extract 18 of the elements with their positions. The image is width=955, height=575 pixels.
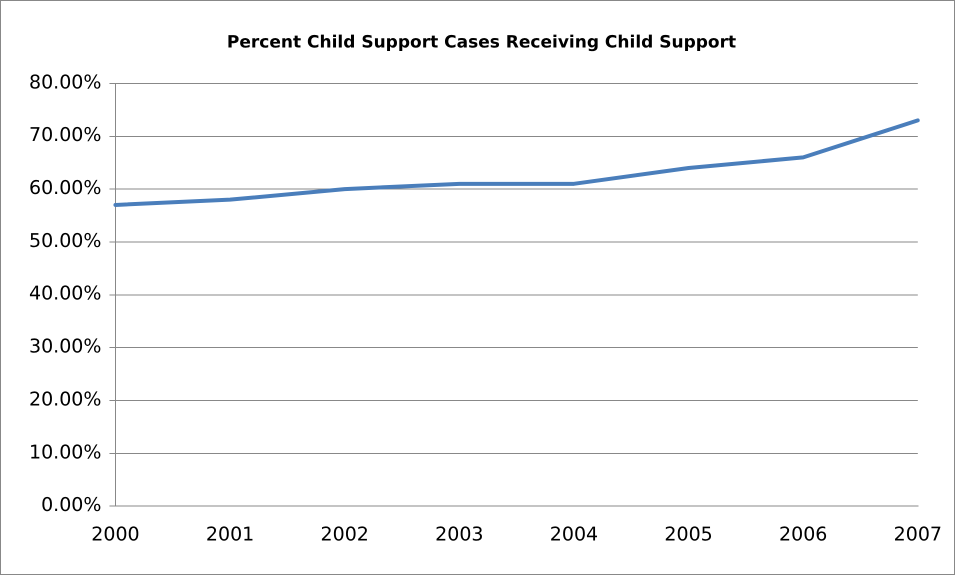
y-tick-label: 0.00% — [41, 494, 102, 516]
y-tick-label: 50.00% — [28, 230, 102, 252]
x-tick-label: 2005 — [664, 524, 713, 546]
chart-title: Percent Child Support Cases Receiving Child Support — [226, 32, 736, 53]
x-tick-label: 2004 — [550, 524, 598, 546]
x-tick-label: 2006 — [779, 524, 828, 546]
y-tick-label: 70.00% — [28, 124, 102, 146]
y-tick-label: 20.00% — [28, 388, 102, 410]
x-tick-label: 2007 — [894, 524, 942, 546]
y-tick-label: 40.00% — [28, 282, 102, 305]
y-tick-label: 10.00% — [28, 441, 102, 464]
x-tick-label: 2002 — [320, 524, 369, 546]
y-tick-label: 30.00% — [28, 336, 102, 358]
x-tick-label: 2000 — [91, 524, 140, 546]
y-tick-label: 60.00% — [28, 177, 102, 200]
x-tick-label: 2001 — [206, 524, 254, 546]
x-tick-label: 2003 — [435, 524, 484, 546]
y-tick-label: 80.00% — [28, 71, 102, 94]
